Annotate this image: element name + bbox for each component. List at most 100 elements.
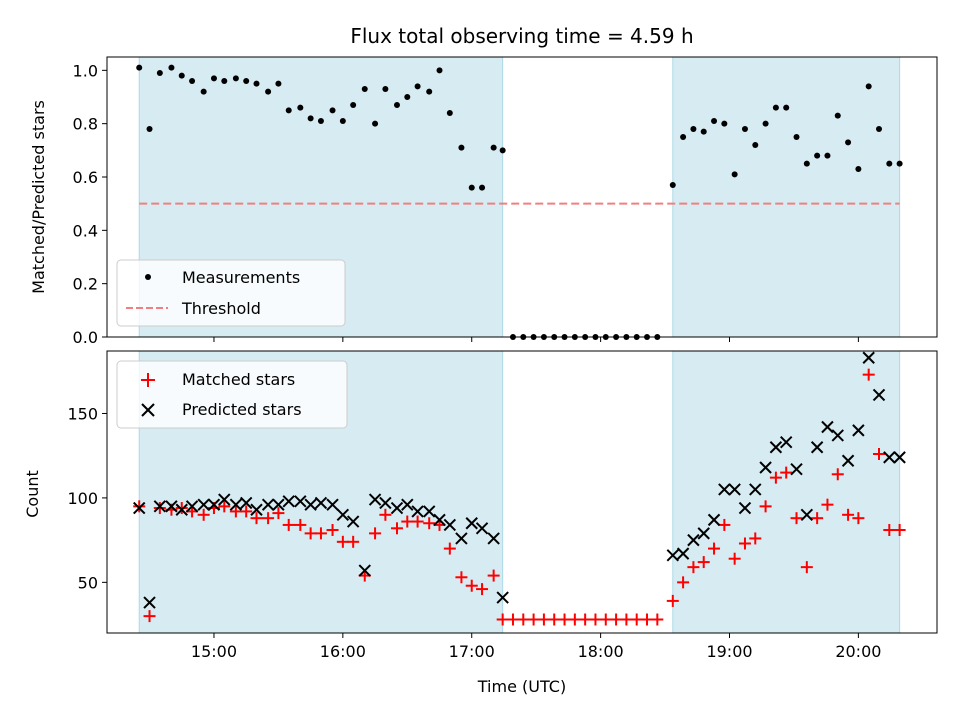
predicted-stars-series: [133, 351, 906, 609]
measurement-point: [468, 184, 475, 191]
matched-stars-point: [862, 368, 875, 381]
matched-stars-point: [423, 517, 436, 530]
matched-stars-point: [697, 556, 710, 569]
matched-stars-point: [842, 508, 855, 521]
measurement-point: [189, 78, 196, 84]
matched-stars-point: [465, 579, 478, 592]
bottom-x-tick-label: 16:00: [320, 642, 366, 661]
measurement-point: [731, 171, 738, 178]
measurement-point: [803, 160, 810, 167]
legend-measurements-label: Measurements: [182, 268, 300, 287]
matched-stars-series: [133, 368, 906, 626]
predicted-stars-point: [496, 591, 509, 604]
matched-stars-point: [589, 613, 602, 626]
matched-stars-point: [175, 502, 188, 515]
matched-stars-point: [599, 613, 612, 626]
matched-stars-point: [517, 613, 530, 626]
bottom-y-tick-label: 50: [78, 573, 98, 592]
predicted-stars-point: [465, 517, 478, 530]
matched-stars-point: [769, 471, 782, 484]
matched-stars-point: [883, 523, 896, 536]
matched-stars-point: [390, 522, 403, 535]
predicted-stars-point: [455, 532, 468, 545]
predicted-stars-point: [368, 493, 382, 506]
matched-stars-point: [811, 512, 824, 525]
matched-stars-point: [821, 498, 834, 511]
matched-stars-point: [496, 613, 509, 626]
measurement-point: [690, 126, 697, 132]
legend-measurements-marker: [145, 274, 151, 280]
matched-stars-point: [153, 502, 166, 515]
measurement-point: [479, 184, 486, 191]
predicted-stars-point: [261, 498, 275, 511]
measurement-point: [824, 152, 831, 159]
predicted-stars-point: [411, 505, 424, 518]
matched-stars-point: [568, 613, 581, 626]
predicted-stars-point: [487, 532, 500, 545]
matched-stars-point: [620, 613, 633, 626]
bottom-x-tick-label: 15:00: [191, 642, 237, 661]
predicted-stars-point: [707, 513, 721, 527]
matched-stars-point: [759, 500, 772, 513]
predicted-stars-point: [207, 498, 221, 511]
matched-stars-point: [487, 569, 500, 582]
bottom-x-tick-label: 18:00: [578, 642, 624, 661]
predicted-stars-point: [790, 462, 803, 476]
predicted-stars-point: [883, 451, 896, 464]
top-legend-box: [116, 259, 346, 327]
measurement-point: [317, 118, 324, 124]
top-x-ticks: [213, 337, 859, 342]
matched-stars-point: [143, 610, 156, 623]
measurement-point: [834, 112, 841, 119]
measurement-point: [372, 120, 379, 127]
predicted-stars-point: [676, 547, 690, 560]
predicted-stars-point: [718, 483, 731, 496]
matched-stars-point: [677, 576, 690, 589]
matched-stars-point: [558, 613, 571, 626]
matched-stars-point: [537, 613, 550, 626]
measurement-point: [329, 107, 336, 114]
predicted-stars-point: [294, 495, 307, 508]
predicted-stars-point: [852, 424, 865, 437]
matched-stars-point: [651, 613, 664, 626]
predicted-stars-point: [153, 500, 167, 513]
predicted-stars-point: [218, 493, 231, 506]
measurement-point: [210, 75, 217, 82]
top-axes-frame: [106, 56, 938, 338]
legend-predicted-label: Predicted stars: [182, 400, 302, 419]
matched-stars-point: [347, 535, 360, 548]
measurement-point: [865, 83, 872, 90]
matched-stars-point: [240, 505, 253, 518]
predicted-stars-point: [862, 351, 875, 364]
legend-matched-marker: [141, 373, 155, 387]
matched-stars-point: [197, 508, 210, 521]
measurement-point: [382, 86, 389, 92]
matched-stars-point: [873, 448, 886, 461]
predicted-stars-point: [250, 503, 263, 516]
measurement-point: [393, 102, 400, 108]
predicted-stars-point: [769, 441, 783, 454]
predicted-stars-point: [379, 496, 392, 510]
predicted-stars-point: [175, 503, 188, 516]
measurement-point: [426, 88, 433, 95]
measurement-point: [446, 110, 453, 116]
matched-stars-point: [379, 508, 392, 521]
predicted-stars-point: [165, 500, 178, 513]
matched-stars-point: [218, 500, 231, 513]
bottom-x-ticks: 15:00 16:00 17:00 18:00 19:00 20:00: [191, 633, 881, 661]
matched-stars-point: [687, 561, 700, 574]
measurement-point: [307, 115, 314, 122]
predicted-stars-point: [697, 527, 710, 540]
predicted-stars-point: [443, 518, 457, 532]
predicted-stars-point: [841, 454, 855, 467]
predicted-stars-point: [336, 508, 350, 522]
matched-stars-point: [527, 613, 540, 626]
predicted-stars-point: [143, 596, 156, 609]
predicted-stars-point: [358, 564, 371, 577]
matched-stars-point: [831, 468, 844, 481]
predicted-stars-point: [666, 549, 679, 562]
top-y-tick-label: 0.6: [73, 168, 98, 187]
measurement-point: [855, 166, 862, 172]
